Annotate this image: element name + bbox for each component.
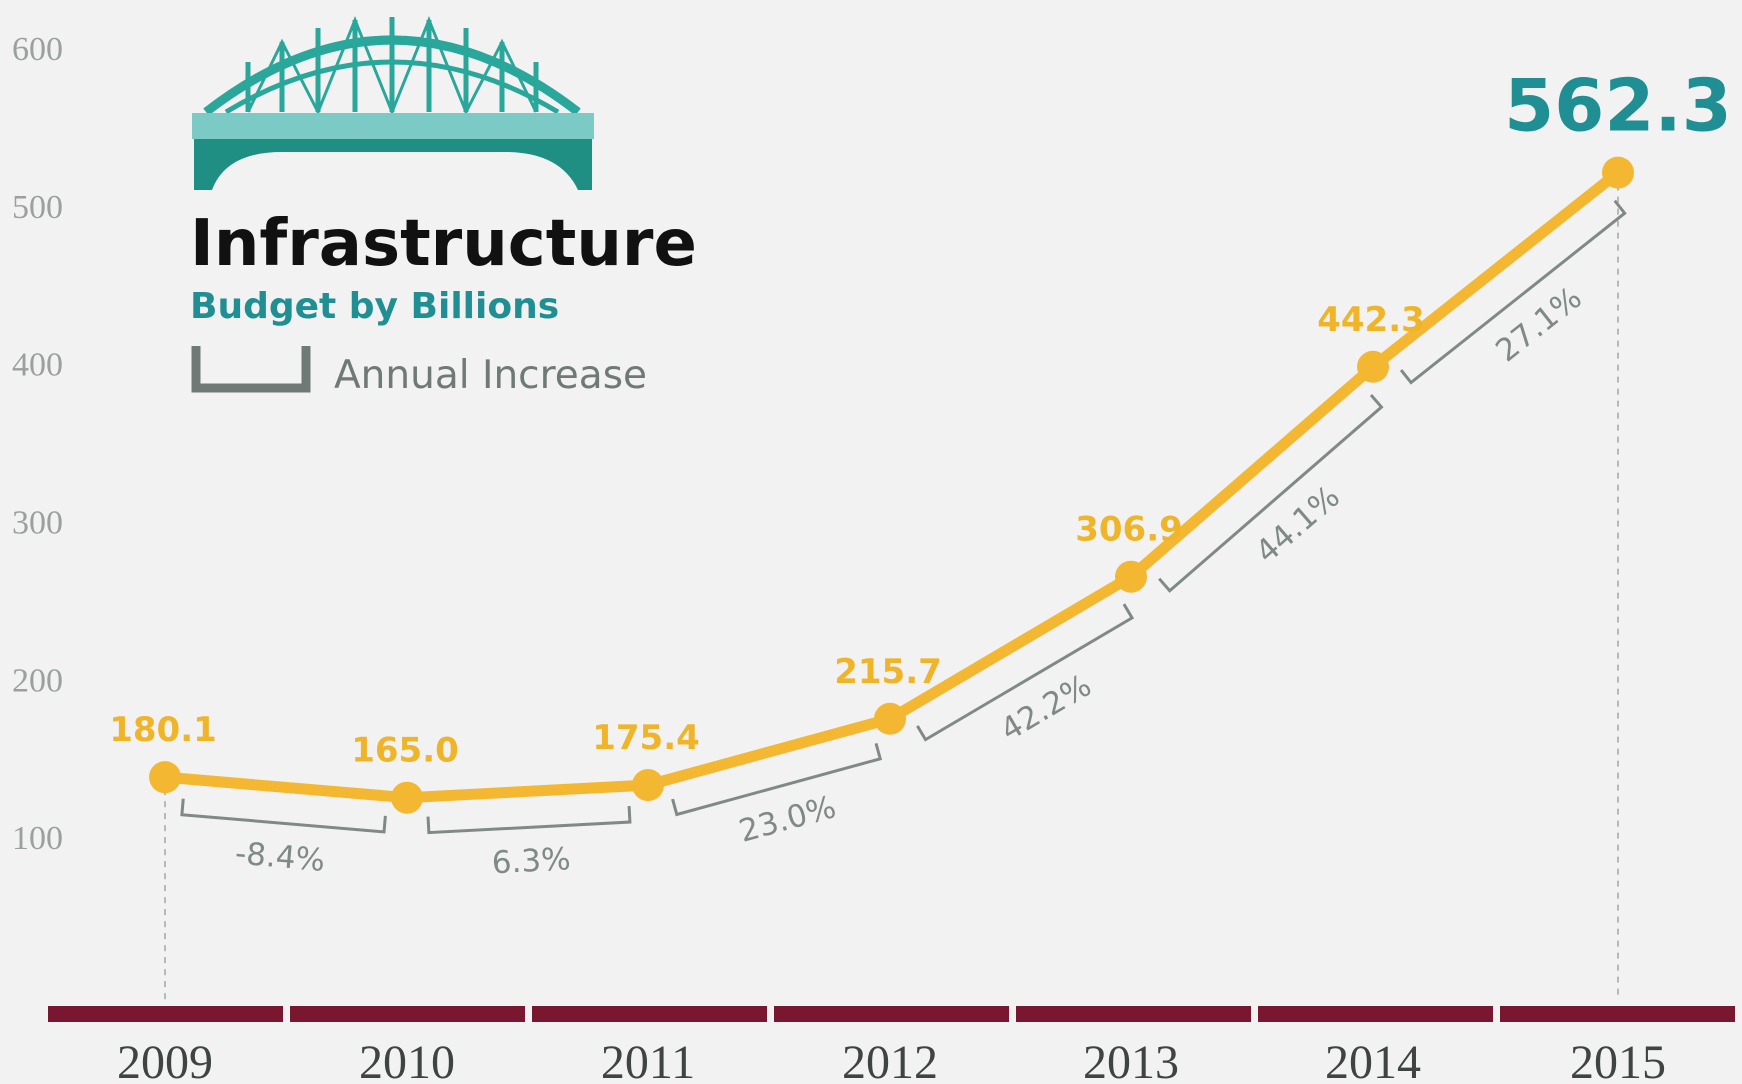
y-tick-label: 200 [12, 662, 63, 699]
increase-bracket [916, 603, 1135, 742]
x-tick-label: 2014 [1325, 1036, 1421, 1084]
data-label: 442.3 [1317, 300, 1425, 340]
data-label: 180.1 [109, 710, 217, 750]
data-point [1357, 350, 1389, 383]
data-label: 165.0 [351, 731, 459, 771]
increase-bracket [1158, 393, 1384, 593]
increase-label: -8.4% [234, 835, 327, 878]
chart-subtitle: Budget by Billions [190, 286, 559, 327]
increase-label: 27.1% [1489, 280, 1589, 369]
data-label: 306.9 [1075, 510, 1183, 550]
data-label: 562.3 [1504, 64, 1732, 148]
axis-band-segment [1258, 1006, 1493, 1022]
x-tick-label: 2011 [601, 1036, 695, 1084]
data-point [149, 761, 181, 794]
increase-label: 6.3% [491, 841, 572, 881]
bridge-icon [192, 15, 594, 190]
axis-band-segment [1016, 1006, 1251, 1022]
chart-title: Infrastructure [190, 207, 697, 281]
axis-band-segment [532, 1006, 767, 1022]
data-label: 175.4 [592, 718, 700, 758]
x-tick-label: 2012 [842, 1036, 938, 1084]
x-tick-label: 2015 [1570, 1036, 1666, 1084]
data-point [874, 702, 906, 735]
y-tick-label: 400 [12, 347, 63, 384]
increase-label: 44.1% [1249, 479, 1347, 571]
increase-bracket [426, 806, 632, 835]
data-point [1115, 560, 1147, 593]
increase-label: 42.2% [994, 668, 1097, 749]
axis-band-segment [290, 1006, 525, 1022]
axis-band-segment [774, 1006, 1009, 1022]
axis-band-segment [48, 1006, 283, 1022]
increase-bracket [180, 798, 387, 834]
legend-bracket-icon [191, 346, 311, 393]
y-tick-label: 300 [12, 504, 63, 541]
data-label: 215.7 [834, 652, 942, 692]
x-tick-label: 2009 [117, 1036, 213, 1084]
data-point [632, 769, 664, 802]
y-tick-label: 100 [12, 820, 63, 857]
x-tick-label: 2010 [359, 1036, 455, 1084]
axis-band-segment [1500, 1006, 1735, 1022]
increase-label: 23.0% [735, 789, 839, 850]
y-tick-label: 500 [12, 189, 63, 226]
increase-bracket [1399, 199, 1627, 385]
data-point [1602, 156, 1634, 189]
data-point [391, 781, 423, 814]
legend-label: Annual Increase [334, 353, 647, 398]
y-tick-label: 600 [12, 31, 63, 68]
x-tick-label: 2013 [1083, 1036, 1179, 1084]
increase-bracket [671, 742, 883, 817]
